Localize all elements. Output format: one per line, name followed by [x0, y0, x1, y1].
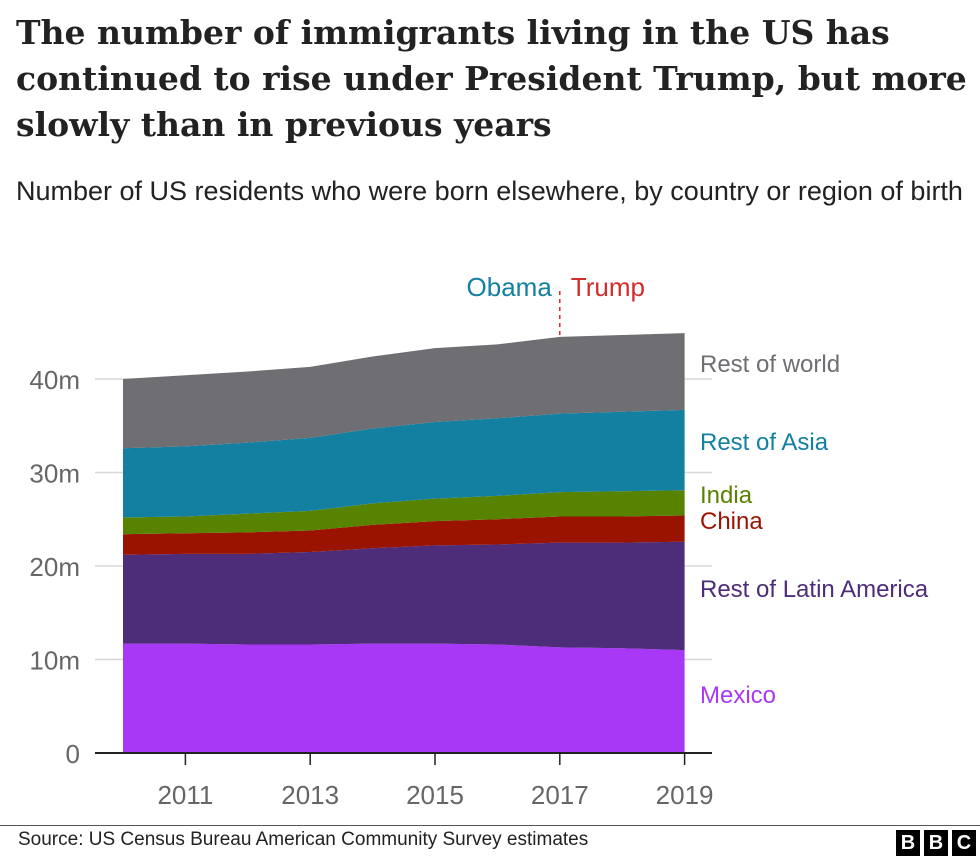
area-mexico [123, 643, 685, 753]
chart-subtitle: Number of US residents who were born els… [16, 176, 963, 206]
annotation-obama: Obama [467, 272, 553, 302]
series-label: Rest of Latin America [700, 576, 929, 603]
series-label: Mexico [700, 682, 776, 709]
x-tick-label: 2015 [406, 780, 464, 810]
footer-divider [0, 825, 980, 826]
x-tick-label: 2011 [157, 780, 213, 810]
bbc-logo: B B C [896, 830, 976, 856]
area-china [123, 515, 685, 555]
y-tick-label: 40m [29, 365, 80, 395]
area-india [123, 490, 685, 535]
y-tick-label: 30m [29, 459, 80, 489]
logo-letter: B [896, 830, 920, 856]
area-rest-of-world [123, 333, 685, 449]
chart-title: The number of immigrants living in the U… [16, 13, 967, 144]
series-label: India [700, 482, 753, 509]
x-tick-label: 2013 [281, 780, 339, 810]
x-tick-label: 2017 [531, 780, 589, 810]
logo-letter: C [952, 830, 976, 856]
series-label: Rest of world [700, 351, 840, 378]
area-rest-of-latin-america [123, 541, 685, 651]
series-label: Rest of Asia [700, 429, 829, 456]
logo-letter: B [924, 830, 948, 856]
y-tick-label: 0 [66, 739, 80, 769]
y-tick-label: 10m [29, 646, 80, 676]
series-label: China [700, 508, 763, 535]
annotation-trump: Trump [571, 272, 645, 302]
y-tick-label: 20m [29, 552, 80, 582]
source-note: Source: US Census Bureau American Commun… [18, 829, 589, 850]
area-rest-of-asia [123, 409, 685, 518]
x-tick-label: 2019 [656, 780, 714, 810]
